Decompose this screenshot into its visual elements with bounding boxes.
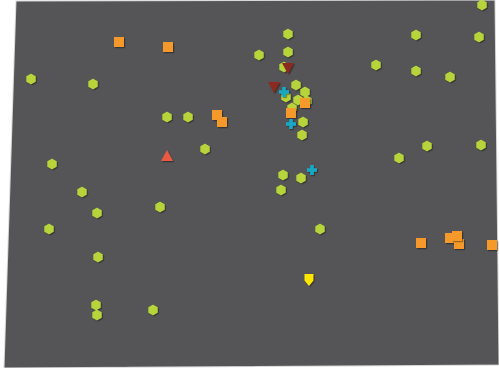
hexagon-marker-icon[interactable] (298, 116, 308, 128)
hexagon-marker-icon[interactable] (278, 169, 288, 181)
square-marker-icon[interactable] (300, 98, 310, 108)
hexagon-marker-icon[interactable] (474, 31, 484, 43)
square-marker-icon[interactable] (286, 108, 296, 118)
hexagon-marker-icon[interactable] (88, 78, 98, 90)
hexagon-marker-icon[interactable] (92, 309, 102, 321)
hexagon-marker-icon[interactable] (26, 73, 36, 85)
hexagon-marker-icon[interactable] (183, 111, 193, 123)
triangle-down-marker-icon[interactable] (268, 82, 280, 93)
hexagon-marker-icon[interactable] (93, 251, 103, 263)
markers-layer (26, 0, 497, 321)
hexagon-marker-icon[interactable] (92, 207, 102, 219)
hexagon-marker-icon[interactable] (315, 223, 325, 235)
hexagon-marker-icon[interactable] (394, 152, 404, 164)
hexagon-marker-icon[interactable] (44, 223, 54, 235)
hexagon-marker-icon[interactable] (148, 304, 158, 316)
square-marker-icon[interactable] (452, 231, 462, 241)
square-marker-icon[interactable] (454, 239, 464, 249)
square-marker-icon[interactable] (217, 117, 227, 127)
hexagon-marker-icon[interactable] (283, 46, 293, 58)
cross-marker-icon[interactable] (279, 87, 290, 97)
state-region (3, 0, 499, 368)
hexagon-marker-icon[interactable] (276, 184, 286, 196)
triangle-up-marker-icon[interactable] (161, 150, 173, 161)
hexagon-marker-icon[interactable] (411, 65, 421, 77)
square-marker-icon[interactable] (487, 240, 497, 250)
square-marker-icon[interactable] (163, 42, 173, 52)
hexagon-marker-icon[interactable] (476, 139, 486, 151)
hexagon-marker-icon[interactable] (283, 28, 293, 40)
square-marker-icon[interactable] (445, 233, 455, 243)
square-marker-icon[interactable] (114, 37, 124, 47)
hexagon-marker-icon[interactable] (291, 79, 301, 91)
hexagon-marker-icon[interactable] (296, 172, 306, 184)
hexagon-marker-icon[interactable] (297, 129, 307, 141)
cross-marker-icon[interactable] (307, 165, 318, 175)
hexagon-marker-icon[interactable] (91, 299, 101, 311)
hexagon-marker-icon[interactable] (445, 71, 455, 83)
shield-marker-icon[interactable] (304, 274, 314, 286)
hexagon-marker-icon[interactable] (477, 0, 487, 11)
cross-marker-icon[interactable] (286, 119, 297, 129)
hexagon-marker-icon[interactable] (47, 158, 57, 170)
hexagon-marker-icon[interactable] (371, 59, 381, 71)
square-marker-icon[interactable] (416, 238, 426, 248)
hexagon-marker-icon[interactable] (422, 140, 432, 152)
square-marker-icon[interactable] (212, 110, 222, 120)
triangle-down-marker-icon[interactable] (282, 63, 294, 74)
hexagon-marker-icon[interactable] (300, 86, 310, 98)
hexagon-marker-icon[interactable] (155, 201, 165, 213)
hexagon-marker-icon[interactable] (254, 49, 264, 61)
hexagon-marker-icon[interactable] (77, 186, 87, 198)
hexagon-marker-icon[interactable] (411, 29, 421, 41)
hexagon-marker-icon[interactable] (162, 111, 172, 123)
hexagon-marker-icon[interactable] (200, 143, 210, 155)
